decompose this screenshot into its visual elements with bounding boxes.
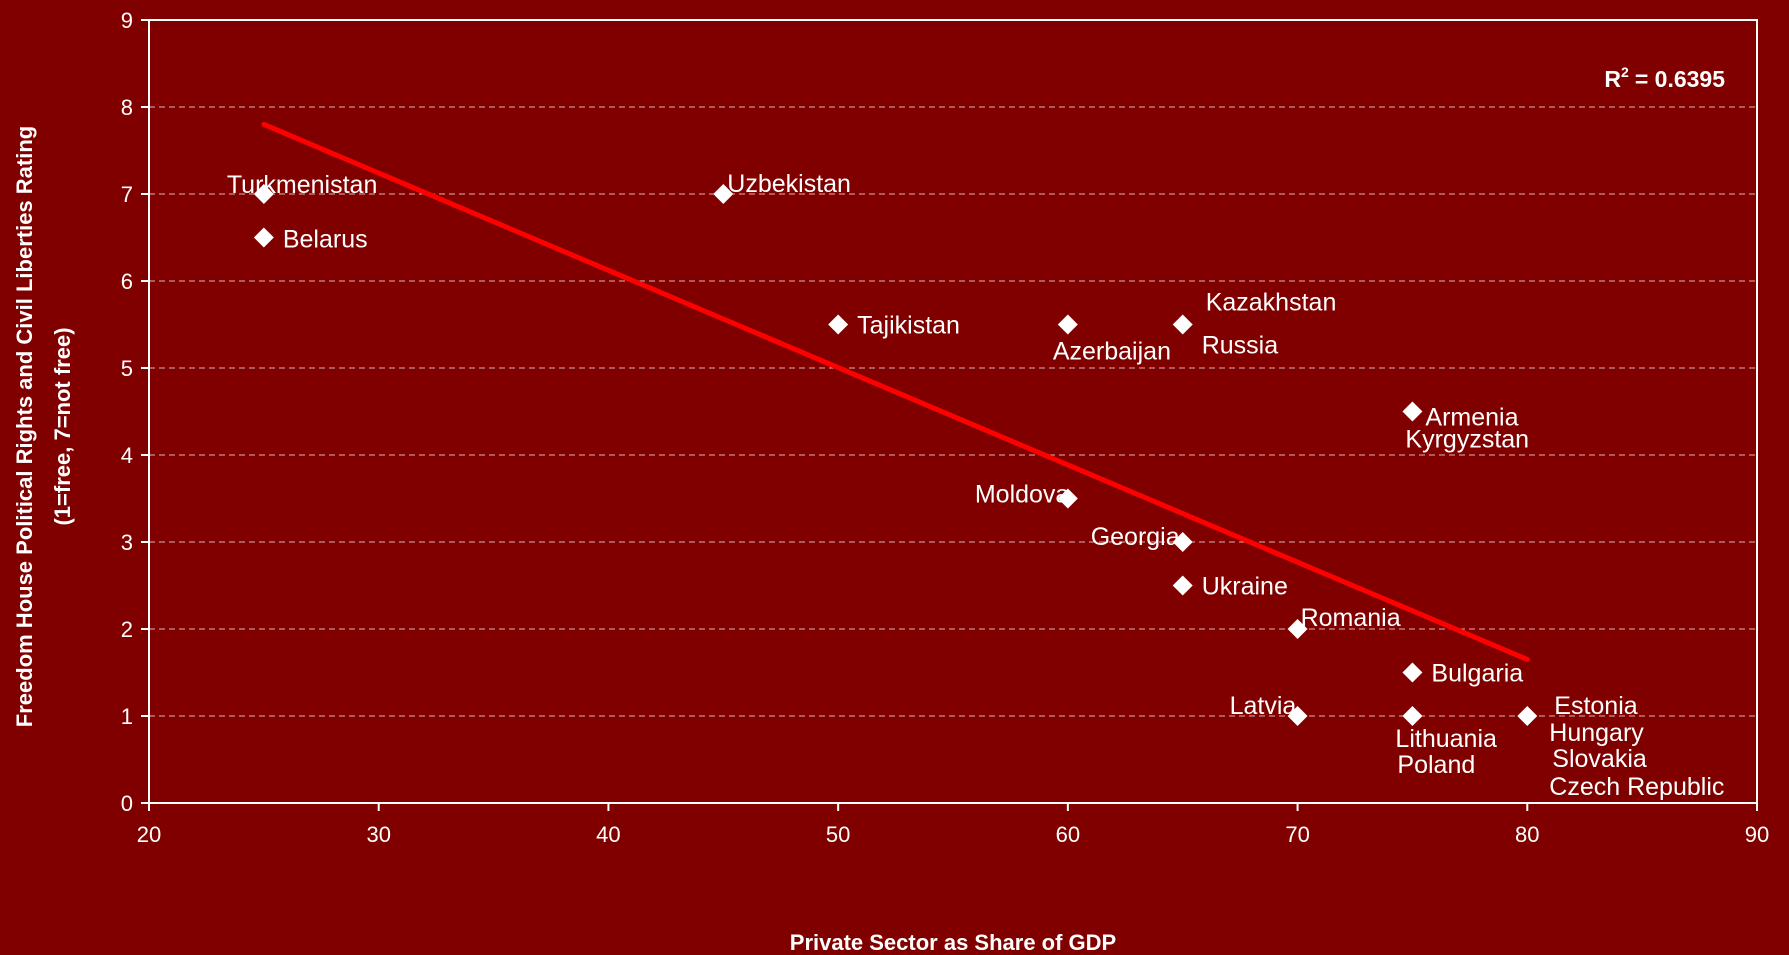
x-tick-label: 20 <box>137 822 161 847</box>
point-label: Ukraine <box>1202 573 1288 601</box>
point-label: Kyrgyzstan <box>1405 426 1529 454</box>
y-tick-label: 7 <box>121 182 133 207</box>
point-label: Azerbaijan <box>1053 338 1171 366</box>
x-tick-label: 80 <box>1515 822 1539 847</box>
axis-ticks: 0 1 2 3 4 5 6 7 8 9 20 30 40 50 60 70 80 90 <box>121 8 1769 847</box>
r-value: = 0.6395 <box>1635 66 1725 92</box>
point-labels: Turkmenistan Belarus Uzbekistan Tajikistan A… <box>227 170 1725 801</box>
data-point-marker <box>1402 706 1423 726</box>
point-label: Kazakhstan <box>1206 289 1337 317</box>
point-label: Lithuania <box>1395 725 1497 753</box>
y-tick-label: 5 <box>121 356 133 381</box>
point-label: Uzbekistan <box>727 170 851 198</box>
y-tick-label: 2 <box>121 617 133 642</box>
point-label: Latvia <box>1230 692 1297 720</box>
x-tick-label: 90 <box>1745 822 1769 847</box>
point-label: Moldova <box>975 481 1070 509</box>
data-point-marker <box>1402 401 1423 422</box>
point-label: Russia <box>1202 332 1279 360</box>
data-point-marker <box>1402 662 1423 683</box>
point-label: Slovakia <box>1552 745 1647 773</box>
trendline <box>261 121 1530 662</box>
x-tick-label: 40 <box>596 822 620 847</box>
r-squared-annotation: R2 = 0.6395 <box>1604 64 1725 92</box>
point-label: Georgia <box>1091 523 1180 551</box>
y-axis-title: Freedom House Political Rights and Civil… <box>12 126 75 727</box>
x-tick-label: 70 <box>1285 822 1309 847</box>
gridlines <box>149 106 1757 717</box>
point-label: Poland <box>1397 751 1475 779</box>
y-tick-label: 4 <box>121 443 133 468</box>
point-label: Belarus <box>283 226 368 254</box>
point-label: Bulgaria <box>1431 660 1523 688</box>
point-label: Estonia <box>1554 692 1637 720</box>
data-point-marker <box>1172 314 1193 335</box>
r-superscript: 2 <box>1621 64 1629 80</box>
data-point-marker <box>1517 706 1538 726</box>
plot-area-border <box>148 19 1758 804</box>
y-tick-label: 6 <box>121 269 133 294</box>
data-point-marker <box>253 184 274 204</box>
x-tick-label: 60 <box>1056 822 1080 847</box>
y-tick-label: 3 <box>121 530 133 555</box>
r-label: R <box>1604 66 1621 92</box>
x-tick-label: 30 <box>366 822 390 847</box>
data-point-marker <box>713 184 734 204</box>
x-tick-label: 50 <box>826 822 850 847</box>
point-label: Tajikistan <box>857 312 960 340</box>
x-axis-title: Private Sector as Share of GDP <box>790 930 1116 955</box>
y-axis-title-line1: Freedom House Political Rights and Civil… <box>12 126 37 727</box>
point-label: Romania <box>1301 604 1401 632</box>
y-tick-label: 9 <box>121 8 133 33</box>
data-points <box>253 184 1538 726</box>
point-label: Turkmenistan <box>227 171 378 199</box>
y-axis-title-line2: (1=free, 7=not free) <box>50 327 75 525</box>
point-label: Czech Republic <box>1549 773 1724 801</box>
data-point-marker <box>253 227 274 248</box>
data-point-marker <box>1172 532 1193 552</box>
data-point-marker <box>1057 488 1078 509</box>
point-label: Armenia <box>1425 404 1518 432</box>
point-label: Hungary <box>1549 719 1644 747</box>
y-tick-label: 0 <box>121 791 133 816</box>
y-tick-label: 1 <box>121 704 133 729</box>
trendline-group <box>261 121 1530 662</box>
data-point-marker <box>1172 575 1193 596</box>
y-tick-label: 8 <box>121 95 133 120</box>
data-point-marker <box>1287 706 1308 726</box>
data-point-marker <box>1057 314 1078 335</box>
data-point-marker <box>1287 619 1308 639</box>
data-point-marker <box>828 314 849 335</box>
